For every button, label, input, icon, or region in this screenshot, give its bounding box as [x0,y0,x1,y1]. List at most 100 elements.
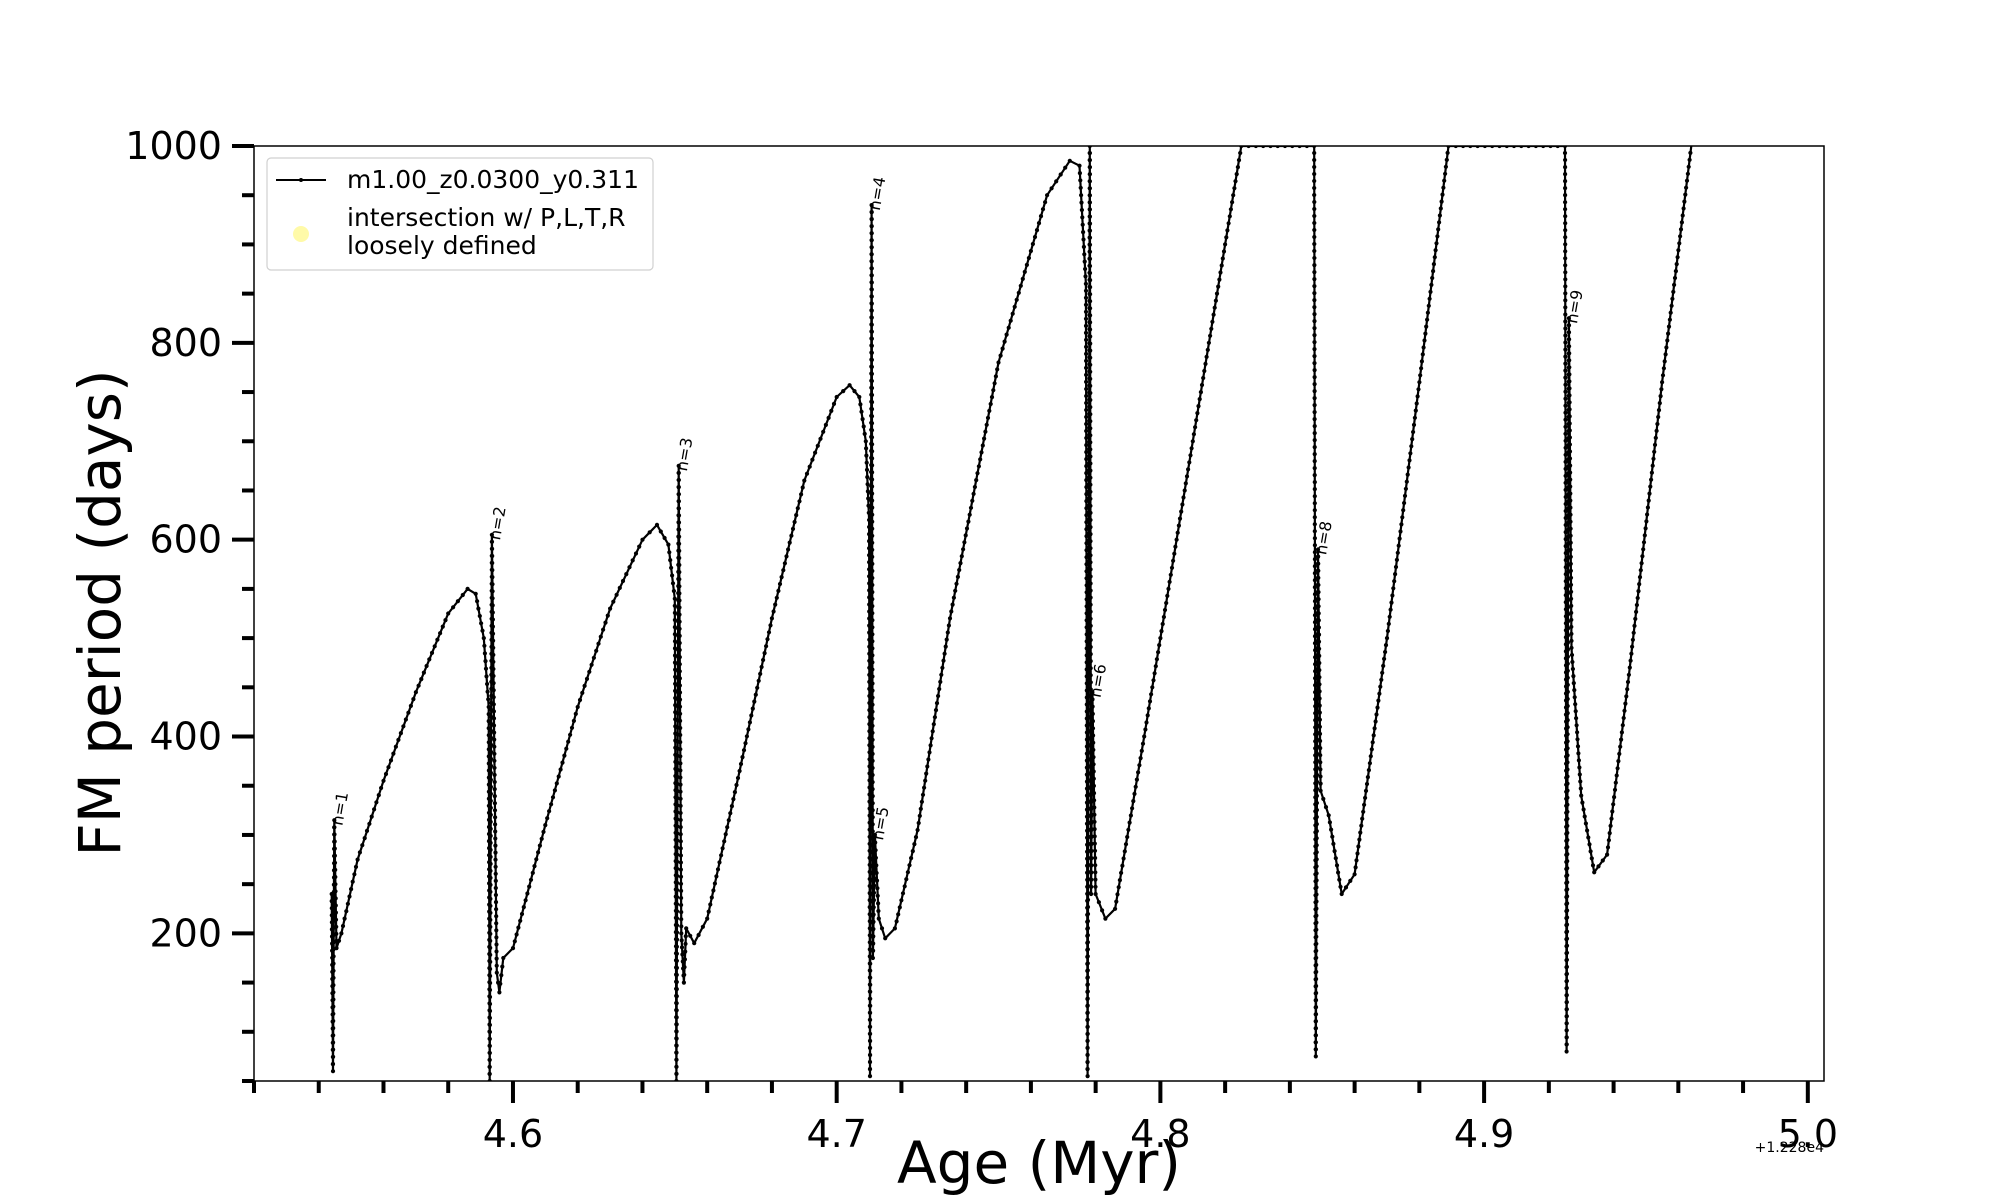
series-marker [1409,444,1414,449]
series-marker [331,975,336,981]
series-marker [1088,581,1093,586]
series-marker [1084,492,1089,497]
series-marker [867,1074,873,1079]
series-marker [1087,221,1093,226]
series-marker [1191,432,1196,437]
series-marker [364,828,370,834]
series-marker [1087,200,1092,205]
series-marker [870,737,875,742]
series-marker [654,522,660,528]
series-marker [1088,652,1093,657]
series-marker [755,685,760,690]
series-marker [674,1036,679,1041]
series-marker [1587,842,1592,847]
series-marker [1083,323,1089,328]
series-marker [987,408,992,413]
series-marker [330,1061,336,1067]
series-marker [1569,610,1574,616]
series-marker [1314,857,1319,862]
series-marker [1565,612,1571,617]
series-marker [493,892,498,898]
series-marker [490,603,495,608]
series-marker [1131,799,1136,804]
series-marker [1656,408,1662,413]
series-marker [1358,830,1363,835]
series-marker [416,683,421,688]
series-marker [1436,227,1441,232]
series-marker [1612,787,1618,793]
series-marker [1092,819,1097,825]
series-marker [488,889,493,895]
series-marker [678,881,684,886]
series-marker [331,997,336,1002]
series-marker [679,917,684,922]
series-marker [1576,758,1581,763]
series-marker [970,498,975,503]
series-marker [677,584,682,589]
series-marker [1091,762,1096,767]
series-marker [1083,266,1088,272]
x-tick-label: 5.0 [1778,1112,1838,1156]
series-marker [1314,899,1319,904]
series-marker [1093,877,1098,882]
series-marker [1140,741,1146,746]
series-marker [870,730,875,735]
series-marker [1314,814,1319,820]
legend-intersection-label-line1: intersection w/ P,L,T,R [347,203,626,232]
series-marker [870,667,875,672]
series-marker [1088,595,1093,600]
series-marker [1568,491,1573,496]
series-marker [1088,489,1093,494]
series-marker [339,931,344,936]
series-marker [488,966,493,972]
series-marker [490,560,495,566]
series-marker [868,1010,873,1016]
series-marker [1565,852,1570,857]
series-marker [1121,856,1126,861]
series-marker [514,932,519,937]
series-marker [735,775,741,781]
series-marker [491,659,496,665]
series-marker [1233,179,1238,184]
y-axis-label: FM period (days) [66,369,134,856]
series-marker [1664,345,1669,350]
legend-line-marker [299,178,303,182]
series-marker [737,768,742,774]
series-marker [488,861,493,867]
series-marker [870,688,875,693]
series-marker [1614,773,1619,778]
series-marker [875,886,880,891]
series-marker [1199,382,1205,388]
series-marker [672,632,678,637]
series-marker [870,568,875,574]
series-marker [488,973,493,979]
series-marker [869,428,875,433]
series-marker [1563,438,1568,443]
series-marker [679,888,684,894]
series-marker [492,808,498,813]
series-marker [528,877,534,882]
series-marker [488,805,493,811]
series-marker [1085,1066,1090,1072]
series-marker [860,417,865,422]
series-marker [494,949,499,954]
series-marker [492,751,497,756]
series-marker [1084,464,1089,469]
series-marker [864,467,870,472]
series-marker [678,860,684,865]
series-marker [1372,726,1377,731]
series-marker [913,835,919,840]
series-marker [870,625,875,630]
series-marker [1004,332,1009,337]
series-marker [1567,365,1572,370]
series-marker [1089,870,1094,875]
series-marker [1317,703,1322,708]
series-marker [1168,572,1173,577]
series-marker [705,916,710,921]
series-marker [1167,579,1172,585]
series-marker [677,640,682,646]
series-marker [1321,796,1326,802]
series-marker [401,724,406,729]
series-marker [488,833,493,839]
series-marker [1084,358,1089,363]
